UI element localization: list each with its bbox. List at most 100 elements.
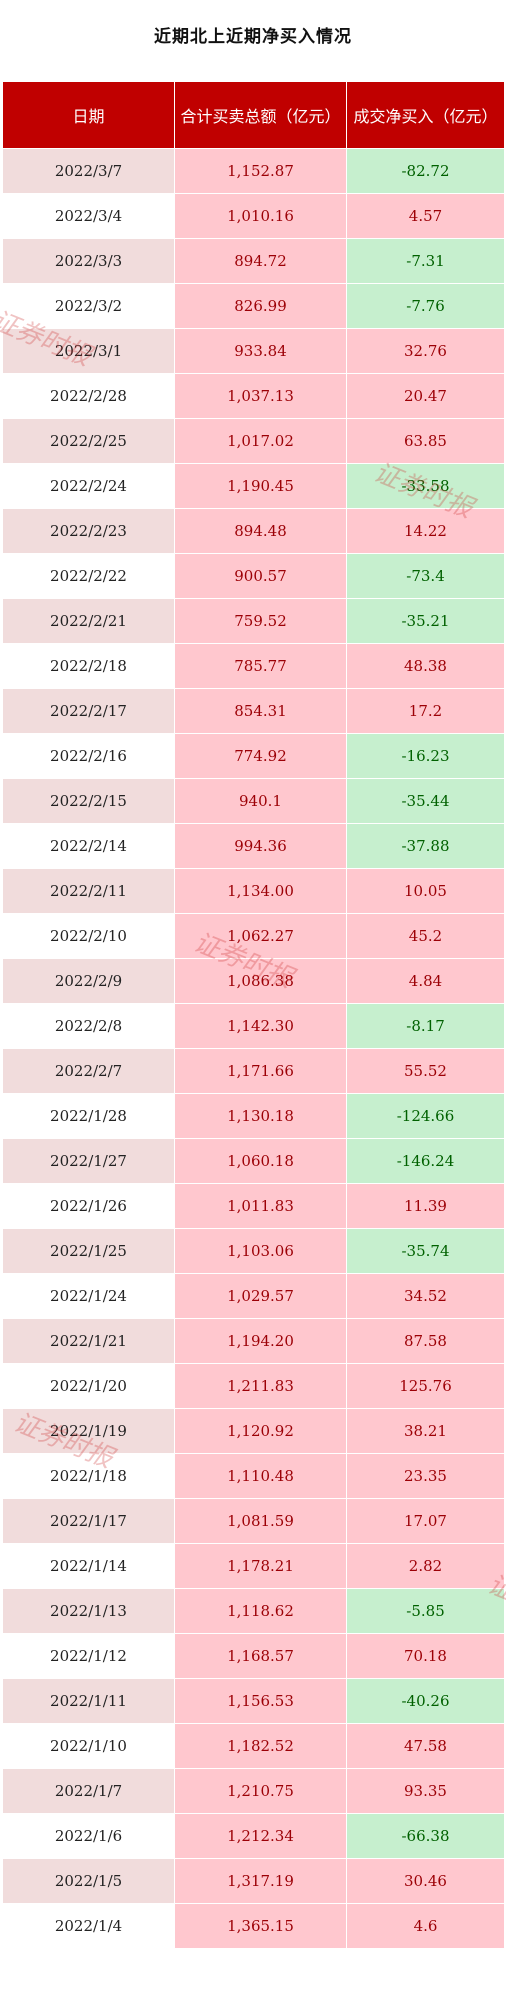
date-cell: 2022/1/4 — [2, 1903, 175, 1949]
date-cell: 2022/1/27 — [2, 1138, 175, 1184]
date-cell: 2022/1/24 — [2, 1273, 175, 1319]
total-turnover-cell: 1,182.52 — [174, 1723, 347, 1769]
net-buy-cell: -8.17 — [346, 1003, 505, 1049]
table-row: 2022/1/11 1,156.53 -40.26 — [2, 1678, 505, 1724]
total-turnover-cell: 854.31 — [174, 688, 347, 734]
net-buy-cell: -35.74 — [346, 1228, 505, 1274]
net-buy-cell: 47.58 — [346, 1723, 505, 1769]
table-row: 2022/2/24 1,190.45 -33.58 — [2, 463, 505, 509]
date-cell: 2022/1/18 — [2, 1453, 175, 1499]
total-turnover-cell: 774.92 — [174, 733, 347, 779]
net-buy-cell: 17.07 — [346, 1498, 505, 1544]
table-row: 2022/2/7 1,171.66 55.52 — [2, 1048, 505, 1094]
date-cell: 2022/2/9 — [2, 958, 175, 1004]
date-cell: 2022/2/15 — [2, 778, 175, 824]
table-row: 2022/2/14 994.36 -37.88 — [2, 823, 505, 869]
date-cell: 2022/1/12 — [2, 1633, 175, 1679]
net-buy-cell: 20.47 — [346, 373, 505, 419]
total-turnover-cell: 759.52 — [174, 598, 347, 644]
net-buy-cell: 34.52 — [346, 1273, 505, 1319]
total-turnover-cell: 1,152.87 — [174, 148, 347, 194]
net-buy-cell: -124.66 — [346, 1093, 505, 1139]
net-buy-cell: 63.85 — [346, 418, 505, 464]
total-turnover-cell: 1,156.53 — [174, 1678, 347, 1724]
northbound-net-buy-table: 日期 合计买卖总额（亿元） 成交净买入（亿元） 2022/3/7 1,152.87… — [2, 81, 505, 1949]
date-cell: 2022/1/5 — [2, 1858, 175, 1904]
total-turnover-cell: 1,081.59 — [174, 1498, 347, 1544]
net-buy-cell: 70.18 — [346, 1633, 505, 1679]
total-turnover-cell: 894.72 — [174, 238, 347, 284]
net-buy-cell: 11.39 — [346, 1183, 505, 1229]
net-buy-cell: 55.52 — [346, 1048, 505, 1094]
total-turnover-cell: 1,110.48 — [174, 1453, 347, 1499]
date-cell: 2022/1/13 — [2, 1588, 175, 1634]
table-row: 2022/2/17 854.31 17.2 — [2, 688, 505, 734]
net-buy-cell: 10.05 — [346, 868, 505, 914]
net-buy-cell: -37.88 — [346, 823, 505, 869]
table-row: 2022/2/15 940.1 -35.44 — [2, 778, 505, 824]
table-body: 2022/3/7 1,152.87 -82.72 2022/3/4 1,010.16 4.… — [2, 148, 505, 1949]
date-cell: 2022/1/14 — [2, 1543, 175, 1589]
net-buy-cell: -146.24 — [346, 1138, 505, 1184]
header-net-buy: 成交净买入（亿元） — [346, 81, 505, 149]
total-turnover-cell: 1,010.16 — [174, 193, 347, 239]
table-row: 2022/1/26 1,011.83 11.39 — [2, 1183, 505, 1229]
date-cell: 2022/2/23 — [2, 508, 175, 554]
table-row: 2022/1/19 1,120.92 38.21 — [2, 1408, 505, 1454]
date-cell: 2022/3/2 — [2, 283, 175, 329]
date-cell: 2022/1/28 — [2, 1093, 175, 1139]
total-turnover-cell: 1,011.83 — [174, 1183, 347, 1229]
table-row: 2022/1/10 1,182.52 47.58 — [2, 1723, 505, 1769]
table-row: 2022/1/4 1,365.15 4.6 — [2, 1903, 505, 1949]
total-turnover-cell: 1,194.20 — [174, 1318, 347, 1364]
total-turnover-cell: 1,212.34 — [174, 1813, 347, 1859]
date-cell: 2022/1/26 — [2, 1183, 175, 1229]
table-row: 2022/1/27 1,060.18 -146.24 — [2, 1138, 505, 1184]
date-cell: 2022/2/17 — [2, 688, 175, 734]
date-cell: 2022/1/11 — [2, 1678, 175, 1724]
table-row: 2022/2/23 894.48 14.22 — [2, 508, 505, 554]
date-cell: 2022/1/17 — [2, 1498, 175, 1544]
net-buy-cell: -40.26 — [346, 1678, 505, 1724]
total-turnover-cell: 1,017.02 — [174, 418, 347, 464]
net-buy-cell: 32.76 — [346, 328, 505, 374]
date-cell: 2022/2/16 — [2, 733, 175, 779]
total-turnover-cell: 894.48 — [174, 508, 347, 554]
table-row: 2022/2/10 1,062.27 45.2 — [2, 913, 505, 959]
total-turnover-cell: 1,178.21 — [174, 1543, 347, 1589]
total-turnover-cell: 900.57 — [174, 553, 347, 599]
table-row: 2022/3/2 826.99 -7.76 — [2, 283, 505, 329]
date-cell: 2022/1/6 — [2, 1813, 175, 1859]
total-turnover-cell: 1,134.00 — [174, 868, 347, 914]
total-turnover-cell: 1,130.18 — [174, 1093, 347, 1139]
page-title: 近期北上近期净买入情况 — [154, 27, 352, 47]
table-row: 2022/3/1 933.84 32.76 — [2, 328, 505, 374]
date-cell: 2022/1/25 — [2, 1228, 175, 1274]
net-buy-cell: 45.2 — [346, 913, 505, 959]
header-date: 日期 — [2, 81, 175, 149]
total-turnover-cell: 1,171.66 — [174, 1048, 347, 1094]
table-row: 2022/1/14 1,178.21 2.82 — [2, 1543, 505, 1589]
table-row: 2022/2/18 785.77 48.38 — [2, 643, 505, 689]
date-cell: 2022/2/14 — [2, 823, 175, 869]
net-buy-cell: 93.35 — [346, 1768, 505, 1814]
total-turnover-cell: 826.99 — [174, 283, 347, 329]
table-header-row: 日期 合计买卖总额（亿元） 成交净买入（亿元） — [2, 81, 505, 149]
total-turnover-cell: 1,062.27 — [174, 913, 347, 959]
table-row: 2022/1/20 1,211.83 125.76 — [2, 1363, 505, 1409]
net-buy-cell: 4.57 — [346, 193, 505, 239]
date-cell: 2022/1/7 — [2, 1768, 175, 1814]
date-cell: 2022/2/18 — [2, 643, 175, 689]
date-cell: 2022/2/25 — [2, 418, 175, 464]
total-turnover-cell: 1,120.92 — [174, 1408, 347, 1454]
total-turnover-cell: 994.36 — [174, 823, 347, 869]
total-turnover-cell: 1,029.57 — [174, 1273, 347, 1319]
date-cell: 2022/2/10 — [2, 913, 175, 959]
total-turnover-cell: 1,142.30 — [174, 1003, 347, 1049]
date-cell: 2022/3/3 — [2, 238, 175, 284]
table-row: 2022/2/25 1,017.02 63.85 — [2, 418, 505, 464]
net-buy-cell: 4.84 — [346, 958, 505, 1004]
total-turnover-cell: 940.1 — [174, 778, 347, 824]
table-row: 2022/1/24 1,029.57 34.52 — [2, 1273, 505, 1319]
net-buy-cell: 14.22 — [346, 508, 505, 554]
